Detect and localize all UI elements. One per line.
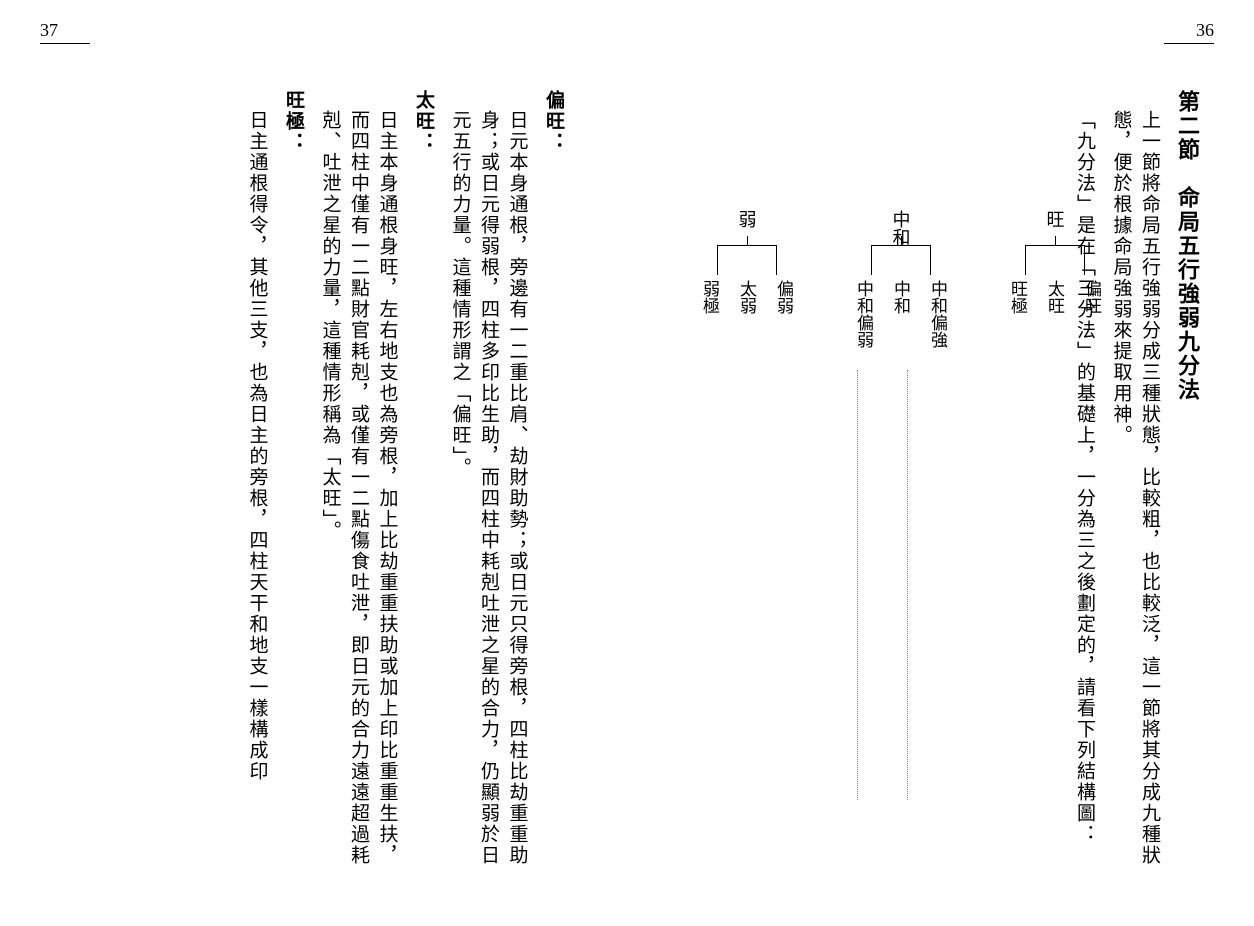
tree-diagram: 弱 弱極 太弱 偏弱 中和 中和偏弱 中和 中和偏強	[697, 210, 1104, 348]
page-right: 36 第二節 命局五行強弱九分法 上一節將命局五行強弱分成三種狀態，比較粗，也比…	[627, 0, 1254, 926]
tree-leaf: 偏弱	[771, 275, 796, 314]
tree-leaves-strong: 旺極 太旺 偏旺	[1005, 275, 1104, 314]
left-content: 偏旺： 日元本身通根，旁邊有一二重比肩、劫財助勢；或日元只得旁根，四柱比劫重重助…	[50, 90, 567, 870]
section-text-wangji: 日主通根得令，其他三支，也為日主的旁根，四柱天干和地支一樣構成印	[242, 90, 271, 870]
tree-bracket-weak	[717, 245, 777, 275]
tree-leaf: 中和偏弱	[851, 275, 876, 348]
dotted-line	[857, 370, 858, 800]
tree-leaf: 中和偏強	[925, 275, 950, 348]
section-text-taiwang: 日主本身通根身旺，左右地支也為旁根，加上比劫重重扶助或加上印比重重生扶，而四柱中…	[315, 90, 401, 870]
tree-leaf: 偏旺	[1079, 275, 1104, 314]
section-heading-pianwang: 偏旺：	[539, 90, 568, 870]
page-number-left: 37	[40, 20, 90, 44]
page-spread: 37 偏旺： 日元本身通根，旁邊有一二重比肩、劫財助勢；或日元只得旁根，四柱比劫…	[0, 0, 1254, 926]
tree-group-neutral: 中和 中和偏弱 中和 中和偏強	[851, 210, 950, 348]
section-heading-taiwang: 太旺：	[409, 90, 438, 870]
page-left: 37 偏旺： 日元本身通根，旁邊有一二重比肩、劫財助勢；或日元只得旁根，四柱比劫…	[0, 0, 627, 926]
section-title: 第二節 命局五行強弱九分法	[1171, 90, 1204, 640]
dotted-line	[907, 370, 908, 800]
tree-root-strong: 旺	[1042, 210, 1068, 235]
right-content: 第二節 命局五行強弱九分法 上一節將命局五行強弱分成三種狀態，比較粗，也比較泛，…	[1024, 90, 1204, 870]
tree-leaf: 中和	[888, 275, 913, 348]
tree-leaf: 弱極	[697, 275, 722, 314]
tree-leaves-weak: 弱極 太弱 偏弱	[697, 275, 796, 314]
tree-bracket-neutral	[871, 245, 931, 275]
tree-leaf: 太旺	[1042, 275, 1067, 314]
intro-paragraph-1: 上一節將命局五行強弱分成三種狀態，比較粗，也比較泛，這一節將其分成九種狀態，便於…	[1106, 90, 1163, 870]
intro-paragraph-2: 「九分法」是在「三分法」的基礎上，一分為三之後劃定的，請看下列結構圖：	[1070, 90, 1099, 870]
tree-leaf: 旺極	[1005, 275, 1030, 314]
tree-leaves-neutral: 中和偏弱 中和 中和偏強	[851, 275, 950, 348]
page-number-right: 36	[1164, 20, 1214, 44]
section-heading-wangji: 旺極：	[279, 90, 308, 870]
tree-leaf: 太弱	[734, 275, 759, 314]
tree-root-weak: 弱	[734, 210, 760, 235]
section-text-pianwang: 日元本身通根，旁邊有一二重比肩、劫財助勢；或日元只得旁根，四柱比劫重重助身；或日…	[445, 90, 531, 870]
tree-group-weak: 弱 弱極 太弱 偏弱	[697, 210, 796, 348]
tree-bracket-strong	[1025, 245, 1085, 275]
tree-group-strong: 旺 旺極 太旺 偏旺	[1005, 210, 1104, 348]
